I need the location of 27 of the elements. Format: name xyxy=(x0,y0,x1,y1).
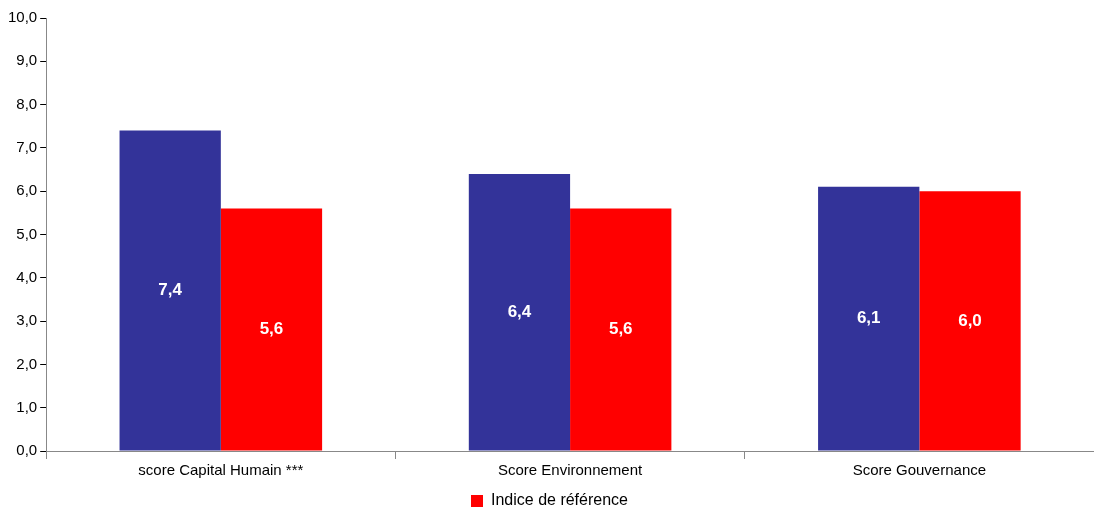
y-tick-label: 2,0 xyxy=(16,354,38,372)
y-tick-label: 0,0 xyxy=(16,441,38,459)
bar xyxy=(919,191,1021,451)
data-label: 5,6 xyxy=(608,319,633,339)
data-label: 5,6 xyxy=(259,319,284,339)
y-tick-label: 1,0 xyxy=(16,397,38,415)
data-label: 6,1 xyxy=(856,308,881,328)
x-tick-label: Score Environnement xyxy=(497,461,644,479)
y-tick-label: 8,0 xyxy=(16,94,38,112)
bar xyxy=(468,173,571,451)
legend-label: Indice de référence xyxy=(491,491,629,509)
y-tick-label: 3,0 xyxy=(16,311,38,329)
y-tick-label: 5,0 xyxy=(16,224,38,242)
x-tick-label: score Capital Humain *** xyxy=(138,461,304,479)
data-label: 7,4 xyxy=(158,280,183,300)
bar xyxy=(818,186,920,451)
x-tick-label: Score Gouvernance xyxy=(852,461,987,479)
y-tick-label: 4,0 xyxy=(16,267,38,285)
y-tick-label: 6,0 xyxy=(16,181,38,199)
data-label: 6,0 xyxy=(958,310,982,330)
y-tick-label: 9,0 xyxy=(16,51,38,69)
bar xyxy=(119,130,221,451)
y-tick-label: 10,0 xyxy=(7,8,38,26)
bar xyxy=(570,208,672,451)
y-tick-label: 7,0 xyxy=(16,138,38,156)
data-label: 6,4 xyxy=(507,301,532,321)
bar xyxy=(220,208,323,451)
